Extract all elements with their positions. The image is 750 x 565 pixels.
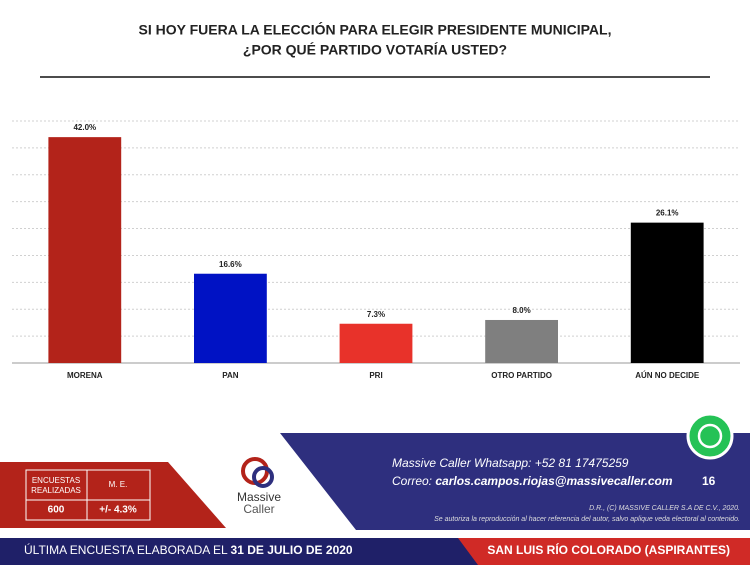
x-tick-label: PRI xyxy=(369,371,382,380)
data-label: 26.1% xyxy=(656,209,679,218)
bar xyxy=(48,137,122,363)
data-label: 7.3% xyxy=(367,310,385,319)
data-label: 8.0% xyxy=(512,306,530,315)
x-tick-label: OTRO PARTIDO xyxy=(491,371,552,380)
logo-text: Caller xyxy=(243,502,274,516)
bar xyxy=(630,222,704,363)
bottom-red xyxy=(458,538,750,565)
bar xyxy=(485,319,558,363)
x-tick-label: AÚN NO DECIDE xyxy=(635,371,700,380)
chart-title: SI HOY FUERA LA ELECCIÓN PARA ELEGIR PRE… xyxy=(139,21,612,38)
whatsapp-icon xyxy=(686,412,734,460)
table-cell: 600 xyxy=(48,505,65,516)
logo-icon xyxy=(252,466,274,488)
footer-blue-band xyxy=(280,433,750,530)
page-number: 16 xyxy=(702,474,716,488)
whatsapp-icon xyxy=(697,423,723,449)
date-label: ÚLTIMA ENCUESTA ELABORADA EL 31 DE JULIO… xyxy=(24,542,353,557)
whatsapp: Massive Caller Whatsapp: +52 81 17475259 xyxy=(392,456,629,470)
plot: MORENA 42.0% PAN 16.6% PRI 7.3% OTRO PARTIDO 8.… xyxy=(12,120,740,380)
bar xyxy=(194,273,267,363)
logo-text: Massive xyxy=(237,490,281,504)
date-label: ÚLTIMA ENCUESTA ELABORADA EL xyxy=(24,542,228,557)
rights: D.R., (C) MASSIVE CALLER S.A DE C.V., 20… xyxy=(589,505,740,512)
table-header: ENCUESTAS REALIZADAS xyxy=(31,476,81,495)
table-box xyxy=(25,469,151,521)
x-tick-label: MORENA xyxy=(67,371,103,380)
table-header: M. E. xyxy=(109,480,128,489)
table-cell: +/- 4.3% xyxy=(99,505,137,516)
data-label: 42.0% xyxy=(73,123,96,132)
footer-red-band xyxy=(0,462,226,528)
chart-title: ¿POR QUÉ PARTIDO VOTARÍA USTED? xyxy=(243,42,507,58)
x-tick-label: PAN xyxy=(222,371,239,380)
email-text: Correo: carlos.campos.riojas@massivecall… xyxy=(392,474,673,488)
notice: Se autoriza la reproducción al hacer ref… xyxy=(434,516,740,523)
data-label: 16.6% xyxy=(219,260,242,269)
bar xyxy=(339,323,413,363)
location: SAN LUIS RÍO COLORADO (ASPIRANTES) xyxy=(487,542,730,557)
date: 31 DE JULIO DE 2020 xyxy=(231,543,353,557)
email-label: Correo: xyxy=(392,474,432,488)
email: carlos.campos.riojas@massivecaller.com xyxy=(435,474,673,488)
